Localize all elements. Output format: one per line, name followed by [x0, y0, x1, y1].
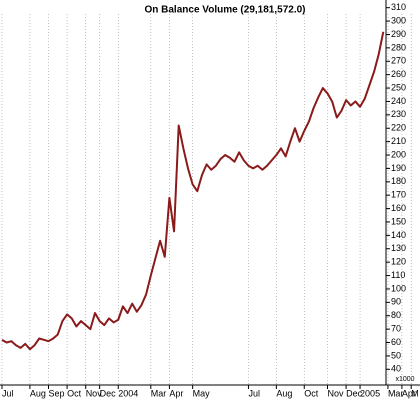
y-tick-label: 200 — [391, 149, 406, 159]
x-tick-label: Apr — [402, 388, 416, 398]
y-tick-label: 60 — [391, 337, 401, 347]
y-tick-label: 260 — [391, 69, 406, 79]
y-tick-label: 230 — [391, 109, 406, 119]
x-tick-label: Aug — [276, 388, 292, 398]
y-tick-label: 280 — [391, 42, 406, 52]
y-tick-label: 100 — [391, 283, 406, 293]
y-tick-label: 50 — [391, 350, 401, 360]
x-tick-label: Oct — [304, 388, 319, 398]
y-tick-label: 270 — [391, 56, 406, 66]
x-tick-label: Nov — [328, 388, 345, 398]
x-tick-label: Apr — [169, 388, 183, 398]
x-tick-label: Dec — [100, 388, 117, 398]
y-tick-label: 190 — [391, 163, 406, 173]
x-tick-label: Nov — [86, 388, 103, 398]
x-tick-label: M — [411, 388, 419, 398]
x-tick-label: Dec — [346, 388, 363, 398]
y-tick-label: 180 — [391, 176, 406, 186]
chart-title: On Balance Volume (29,181,572.0) — [144, 5, 305, 16]
y-tick-label: 240 — [391, 96, 406, 106]
y-tick-label: 220 — [391, 123, 406, 133]
y-tick-label: 90 — [391, 297, 401, 307]
y-tick-label: 210 — [391, 136, 406, 146]
y-tick-label: 150 — [391, 216, 406, 226]
x-tick-label: 2005 — [360, 388, 380, 398]
y-tick-label: 40 — [391, 364, 401, 374]
y-tick-label: 290 — [391, 29, 406, 39]
y-tick-label: 70 — [391, 324, 401, 334]
y-tick-label: 140 — [391, 230, 406, 240]
y-tick-label: 170 — [391, 190, 406, 200]
y-tick-label: 250 — [391, 82, 406, 92]
x-tick-label: Mar — [388, 388, 404, 398]
x-tick-label: Sep — [49, 388, 65, 398]
x-tick-label: Aug — [30, 388, 46, 398]
x-tick-label: May — [193, 388, 211, 398]
y-tick-label: 160 — [391, 203, 406, 213]
x-tick-label: 2004 — [118, 388, 138, 398]
data-line — [1, 31, 385, 351]
y-tick-label: 80 — [391, 310, 401, 320]
y-tick-label: 110 — [391, 270, 405, 280]
x-tick-label: Mar — [151, 388, 167, 398]
x-tick-label: Jul — [2, 388, 14, 398]
y-tick-label: 130 — [391, 243, 406, 253]
axis-unit: x1000 — [395, 376, 414, 383]
y-tick-label: 310 — [391, 2, 406, 12]
y-tick-label: 120 — [391, 257, 406, 267]
x-tick-label: Oct — [67, 388, 82, 398]
x-tick-label: Jul — [248, 388, 260, 398]
y-tick-label: 300 — [391, 15, 406, 25]
